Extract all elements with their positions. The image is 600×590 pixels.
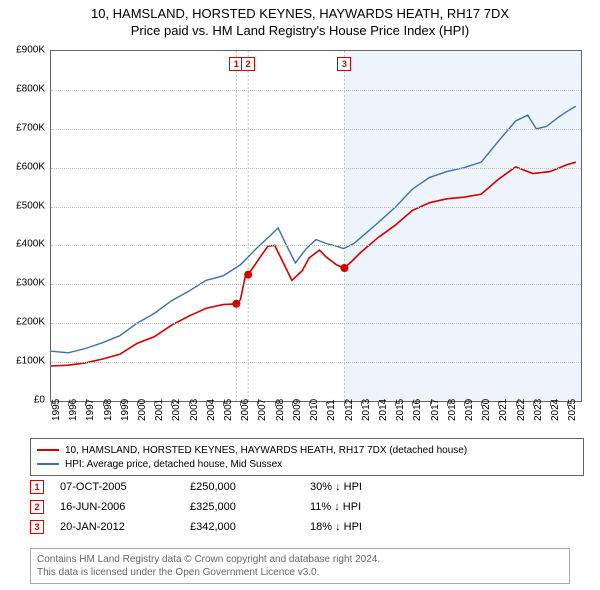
x-tick-label: 2011 <box>326 399 337 421</box>
x-tick-label: 2010 <box>309 399 320 421</box>
legend-swatch-paid <box>37 449 59 451</box>
y-tick-label: £800K <box>16 83 45 94</box>
x-tick-label: 2016 <box>412 399 423 421</box>
x-tick-label: 1995 <box>51 399 62 421</box>
x-tick-label: 2023 <box>533 399 544 421</box>
sale-dot <box>244 271 252 279</box>
x-tick-label: 2000 <box>137 399 148 421</box>
x-tick-label: 2005 <box>223 399 234 421</box>
sales-marker-icon: 3 <box>30 520 44 534</box>
gridline <box>51 168 581 169</box>
sales-price: £250,000 <box>190 481 310 493</box>
gridline <box>51 284 581 285</box>
x-tick-label: 1996 <box>68 399 79 421</box>
x-tick-label: 2018 <box>447 399 458 421</box>
sales-row: 2 16-JUN-2006£325,00011% ↓ HPI <box>30 498 362 516</box>
y-tick-label: £300K <box>16 278 45 289</box>
gridline <box>51 129 581 130</box>
sales-price: £342,000 <box>190 521 310 533</box>
sales-row: 1 07-OCT-2005£250,00030% ↓ HPI <box>30 478 362 496</box>
x-tick-label: 2024 <box>550 399 561 421</box>
x-tick-label: 2015 <box>395 399 406 421</box>
x-tick-label: 2020 <box>481 399 492 421</box>
y-tick-label: £600K <box>16 161 45 172</box>
x-tick-label: 2006 <box>240 399 251 421</box>
x-tick-label: 2022 <box>516 399 527 421</box>
x-tick-label: 2021 <box>498 399 509 421</box>
title-line-2: Price paid vs. HM Land Registry's House … <box>0 23 600 40</box>
sales-marker-icon: 2 <box>30 500 44 514</box>
legend-label-paid: 10, HAMSLAND, HORSTED KEYNES, HAYWARDS H… <box>65 445 467 456</box>
legend-label-hpi: HPI: Average price, detached house, Mid … <box>65 459 282 470</box>
plot-area: 1995199619971998199920002001200220032004… <box>50 50 582 402</box>
legend-row-paid: 10, HAMSLAND, HORSTED KEYNES, HAYWARDS H… <box>37 443 577 457</box>
x-tick-label: 2017 <box>430 399 441 421</box>
x-tick-label: 2019 <box>464 399 475 421</box>
y-tick-label: £200K <box>16 317 45 328</box>
y-tick-label: £900K <box>16 45 45 56</box>
sales-delta: 11% ↓ HPI <box>310 501 361 513</box>
x-tick-label: 2001 <box>154 399 165 421</box>
legend-row-hpi: HPI: Average price, detached house, Mid … <box>37 457 577 471</box>
x-tick-label: 2008 <box>275 399 286 421</box>
y-tick-label: £500K <box>16 200 45 211</box>
x-tick-label: 1999 <box>120 399 131 421</box>
y-tick-label: £700K <box>16 122 45 133</box>
gridline <box>51 362 581 363</box>
chart-container: 10, HAMSLAND, HORSTED KEYNES, HAYWARDS H… <box>0 0 600 590</box>
series-hpi <box>51 106 576 353</box>
gridline <box>51 207 581 208</box>
sale-dot <box>232 300 240 308</box>
sales-date: 20-JAN-2012 <box>60 521 190 533</box>
gridline <box>51 245 581 246</box>
attribution-line-2: This data is licensed under the Open Gov… <box>37 566 563 579</box>
chart-svg <box>51 51 581 401</box>
x-tick-label: 2007 <box>257 399 268 421</box>
sale-marker-3: 3 <box>337 57 351 71</box>
sales-date: 16-JUN-2006 <box>60 501 190 513</box>
sales-marker-icon: 1 <box>30 480 44 494</box>
x-tick-label: 2003 <box>189 399 200 421</box>
title-line-1: 10, HAMSLAND, HORSTED KEYNES, HAYWARDS H… <box>0 6 600 23</box>
y-tick-label: £0 <box>34 395 45 406</box>
gridline <box>51 90 581 91</box>
gridline <box>51 323 581 324</box>
x-tick-label: 2012 <box>344 399 355 421</box>
sales-price: £325,000 <box>190 501 310 513</box>
attribution-line-1: Contains HM Land Registry data © Crown c… <box>37 553 563 566</box>
x-tick-label: 2002 <box>171 399 182 421</box>
sale-marker-2: 2 <box>241 57 255 71</box>
sale-dot <box>340 264 348 272</box>
x-tick-label: 1997 <box>85 399 96 421</box>
sales-date: 07-OCT-2005 <box>60 481 190 493</box>
x-tick-label: 1998 <box>103 399 114 421</box>
x-tick-label: 2025 <box>567 399 578 421</box>
x-tick-label: 2004 <box>206 399 217 421</box>
legend-swatch-hpi <box>37 463 59 465</box>
y-tick-label: £100K <box>16 356 45 367</box>
chart-title: 10, HAMSLAND, HORSTED KEYNES, HAYWARDS H… <box>0 0 600 40</box>
sales-delta: 30% ↓ HPI <box>310 481 362 493</box>
x-tick-label: 2014 <box>378 399 389 421</box>
x-tick-label: 2013 <box>361 399 372 421</box>
sales-row: 3 20-JAN-2012£342,00018% ↓ HPI <box>30 518 362 536</box>
legend: 10, HAMSLAND, HORSTED KEYNES, HAYWARDS H… <box>30 438 584 476</box>
x-tick-label: 2009 <box>292 399 303 421</box>
sales-delta: 18% ↓ HPI <box>310 521 362 533</box>
attribution: Contains HM Land Registry data © Crown c… <box>30 548 570 584</box>
series-paid <box>51 162 576 366</box>
sales-table: 1 07-OCT-2005£250,00030% ↓ HPI 2 16-JUN-200… <box>30 478 362 538</box>
y-tick-label: £400K <box>16 239 45 250</box>
